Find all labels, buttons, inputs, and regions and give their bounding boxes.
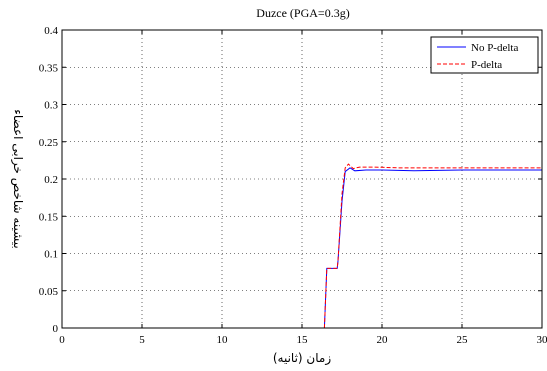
y-tick-label: 0.35 bbox=[39, 62, 59, 74]
y-tick-label: 0 bbox=[53, 323, 59, 335]
x-tick-label: 0 bbox=[59, 334, 65, 346]
legend-label-no-p-delta: No P-delta bbox=[471, 42, 518, 54]
x-tick-label: 25 bbox=[457, 334, 469, 346]
y-tick-label: 0.3 bbox=[44, 100, 58, 112]
y-tick-label: 0.4 bbox=[44, 25, 58, 37]
y-tick-label: 0.25 bbox=[39, 137, 59, 149]
x-tick-label: 30 bbox=[537, 334, 547, 346]
legend: No P-delta P-delta bbox=[430, 36, 539, 74]
axis-ticks: 0 5 10 15 20 25 30 0 0.05 0.1 0.15 0.2 0.25 0.3 0.35 0.… bbox=[39, 25, 547, 346]
chart-title: Duzce (PGA=0.3g) bbox=[256, 6, 349, 20]
x-tick-label: 10 bbox=[217, 334, 229, 346]
legend-label-p-delta: P-delta bbox=[471, 59, 502, 71]
x-tick-label: 20 bbox=[377, 334, 389, 346]
x-tick-label: 15 bbox=[297, 334, 309, 346]
x-tick-label: 5 bbox=[139, 334, 145, 346]
y-tick-label: 0.1 bbox=[44, 249, 58, 261]
y-axis-label: بیشینه شاخص خرابی اعضاء bbox=[10, 109, 25, 249]
series-layer bbox=[323, 163, 542, 329]
y-tick-label: 0.05 bbox=[39, 286, 59, 298]
y-tick-label: 0.15 bbox=[39, 211, 59, 223]
legend-box bbox=[430, 36, 539, 74]
y-tick-label: 0.2 bbox=[44, 174, 58, 186]
x-axis-label: زمان (ثانیه) bbox=[273, 351, 331, 366]
series-line-p-delta bbox=[323, 163, 542, 329]
